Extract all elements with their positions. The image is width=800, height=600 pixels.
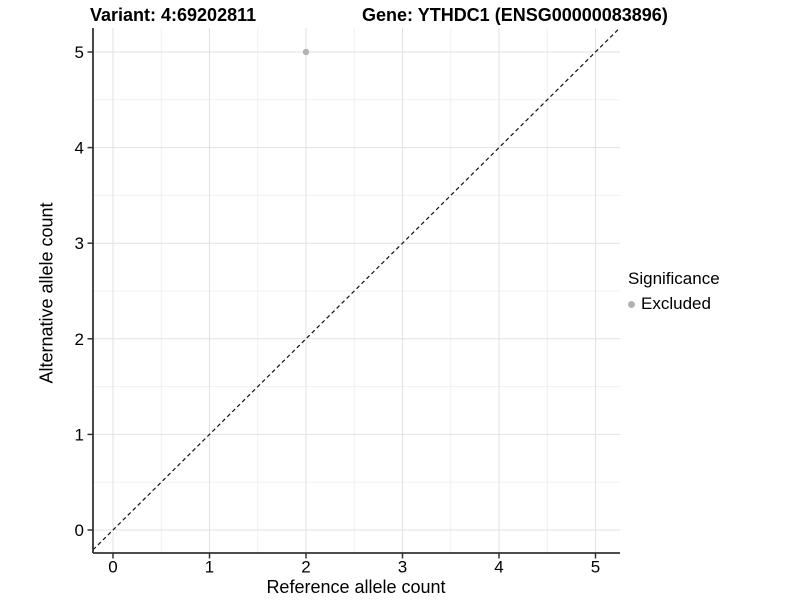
x-tick-label: 0 <box>108 558 117 577</box>
legend-title: Significance <box>628 269 720 288</box>
y-tick-label: 1 <box>75 425 84 444</box>
y-tick-label: 0 <box>75 521 84 540</box>
x-tick-label: 1 <box>205 558 214 577</box>
x-tick-label: 3 <box>398 558 407 577</box>
plot-title-gene: Gene: YTHDC1 (ENSG00000083896) <box>362 5 668 25</box>
x-axis-title: Reference allele count <box>266 577 446 597</box>
x-tick-label: 2 <box>301 558 310 577</box>
y-axis-title: Alternative allele count <box>36 202 57 384</box>
y-tick-label: 3 <box>75 234 84 253</box>
y-tick-label: 2 <box>75 330 84 349</box>
x-tick-label: 4 <box>494 558 503 577</box>
plot-title-variant: Variant: 4:69202811 <box>90 5 257 25</box>
legend-entry-label: Excluded <box>641 294 711 313</box>
excluded-point-swatch <box>628 300 635 308</box>
data-point <box>302 48 310 56</box>
legend: Significance Excluded <box>628 269 720 314</box>
legend-entry-excluded: Excluded <box>628 294 720 314</box>
y-tick-label: 5 <box>75 43 84 62</box>
y-tick-label: 4 <box>75 139 84 158</box>
x-tick-label: 5 <box>591 558 600 577</box>
identity-dashed-line <box>92 27 621 551</box>
